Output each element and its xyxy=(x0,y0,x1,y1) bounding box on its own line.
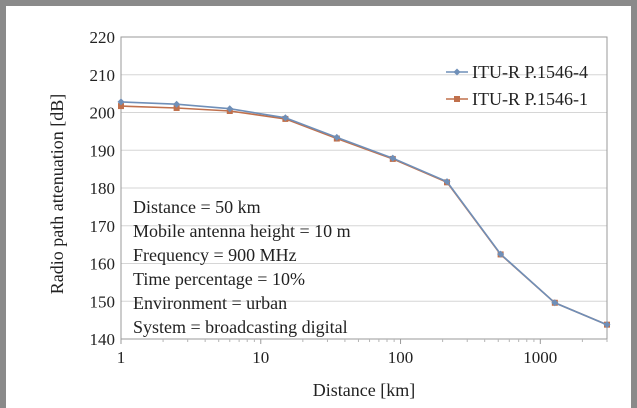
grid-lines xyxy=(121,36,607,302)
annotation-line: Distance = 50 km xyxy=(133,197,261,217)
y-axis-label: Radio path attenuation [dB] xyxy=(47,94,67,294)
y-tick-label: 220 xyxy=(90,28,116,47)
y-tick-label: 180 xyxy=(90,179,116,198)
y-tick-label: 150 xyxy=(90,292,116,311)
y-tick-label: 140 xyxy=(90,330,116,349)
data-point xyxy=(551,299,559,307)
x-tick-label: 10 xyxy=(252,348,269,367)
annotation-block: Distance = 50 km Mobile antenna height = … xyxy=(133,197,351,337)
y-tick-label: 210 xyxy=(90,66,116,85)
annotation-line: System = broadcasting digital xyxy=(133,317,348,337)
legend-marker xyxy=(453,68,461,76)
y-tick-label: 190 xyxy=(90,141,116,160)
legend: ITU-R P.1546-4 ITU-R P.1546-1 xyxy=(446,62,588,109)
annotation-line: Time percentage = 10% xyxy=(133,269,305,289)
annotation-line: Mobile antenna height = 10 m xyxy=(133,221,351,241)
x-tick-label: 1 xyxy=(117,348,126,367)
legend-marker xyxy=(454,96,460,102)
legend-label: ITU-R P.1546-1 xyxy=(472,89,588,109)
y-tick-label: 170 xyxy=(90,217,116,236)
data-point xyxy=(226,105,234,113)
annotation-line: Environment = urban xyxy=(133,293,287,313)
data-point xyxy=(443,178,451,186)
axes: 140 150 160 170 180 190 200 210 220 1 10 100 1000 xyxy=(90,28,608,367)
data-point xyxy=(173,104,180,111)
y-tick-label: 160 xyxy=(90,255,116,274)
y-tick-label: 200 xyxy=(90,104,116,123)
legend-label: ITU-R P.1546-4 xyxy=(472,62,588,82)
line-chart: 140 150 160 170 180 190 200 210 220 1 10 100 1000 IT… xyxy=(47,28,611,400)
series-line xyxy=(120,101,608,326)
data-point xyxy=(118,103,124,110)
data-point xyxy=(173,100,181,108)
x-tick-label: 100 xyxy=(388,348,414,367)
data-point xyxy=(603,321,611,329)
data-point xyxy=(117,98,125,106)
x-axis-label: Distance [km] xyxy=(313,380,415,400)
plot-border xyxy=(120,36,608,340)
data-point xyxy=(281,114,289,122)
data-point xyxy=(497,250,505,258)
annotation-line: Frequency = 900 MHz xyxy=(133,245,297,265)
data-point xyxy=(333,133,341,141)
x-tick-label: 1000 xyxy=(523,348,557,367)
data-point xyxy=(389,154,397,162)
series-group xyxy=(117,98,611,329)
